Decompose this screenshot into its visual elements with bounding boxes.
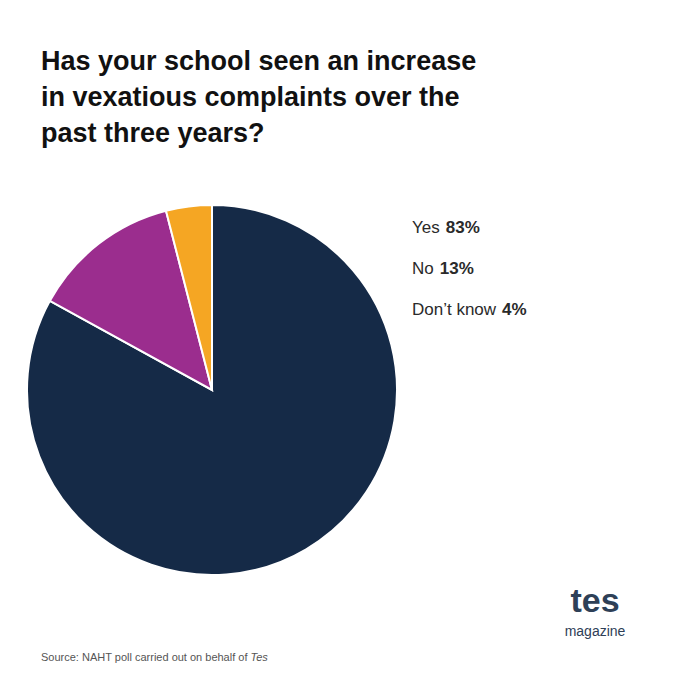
title-line: in vexatious complaints over the: [41, 82, 460, 112]
value-label: 13%: [440, 259, 474, 278]
value-label: 4%: [502, 300, 527, 319]
pie-slice: [27, 205, 397, 575]
value-label: 83%: [446, 218, 480, 237]
slice-label: Yes 83%: [412, 218, 480, 237]
source-text: Source: NAHT poll carried out on behalf …: [41, 651, 251, 663]
logo-large: tes: [570, 581, 619, 619]
category-label: No: [412, 259, 434, 278]
pie-slice: [166, 205, 212, 390]
slice-label: No 13%: [412, 259, 474, 278]
source-italic: Tes: [251, 651, 269, 663]
title-line: past three years?: [41, 118, 265, 148]
title: Has your school seen an increase in vexat…: [41, 46, 476, 148]
labels: Yes 83% No 13% Don’t know 4%: [412, 218, 527, 319]
pie: [27, 205, 397, 575]
source: Source: NAHT poll carried out on behalf …: [41, 651, 268, 663]
slice-label: Don’t know 4%: [412, 300, 527, 319]
chart-svg: Has your school seen an increase in vexat…: [0, 0, 684, 684]
chart-container: Has your school seen an increase in vexat…: [0, 0, 684, 684]
logo-small: magazine: [565, 623, 626, 639]
title-line: Has your school seen an increase: [41, 46, 476, 76]
category-label: Yes: [412, 218, 440, 237]
category-label: Don’t know: [412, 300, 497, 319]
